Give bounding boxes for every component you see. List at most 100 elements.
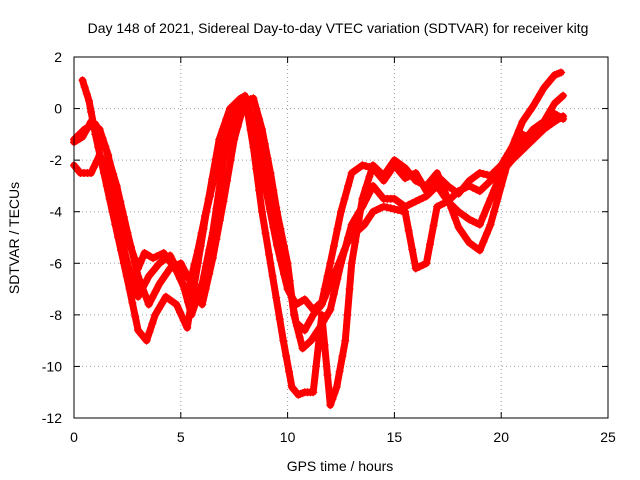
data-point bbox=[99, 169, 108, 178]
data-point bbox=[286, 287, 295, 296]
data-point bbox=[341, 336, 350, 345]
series-line bbox=[79, 76, 567, 409]
data-point bbox=[415, 178, 424, 187]
data-point bbox=[249, 143, 258, 152]
data-point bbox=[422, 259, 431, 268]
data-point bbox=[522, 142, 531, 151]
y-axis-label: SDTVAR / TECUs bbox=[6, 182, 22, 294]
data-point bbox=[80, 125, 89, 134]
data-point bbox=[345, 285, 354, 294]
data-point bbox=[87, 169, 96, 178]
data-point bbox=[536, 128, 545, 137]
data-point bbox=[123, 228, 132, 237]
data-point bbox=[252, 104, 261, 113]
data-point bbox=[303, 321, 312, 330]
data-point bbox=[176, 272, 185, 281]
data-point bbox=[529, 135, 538, 144]
data-point bbox=[78, 76, 87, 85]
data-point bbox=[257, 125, 266, 134]
data-point bbox=[447, 193, 456, 202]
data-point bbox=[497, 166, 506, 175]
data-point bbox=[109, 169, 118, 178]
data-point bbox=[522, 132, 531, 141]
data-point bbox=[363, 216, 372, 225]
data-point bbox=[141, 291, 150, 300]
x-tick-label: 10 bbox=[280, 429, 296, 445]
data-point bbox=[262, 187, 271, 196]
data-point bbox=[525, 138, 534, 147]
data-point bbox=[156, 250, 165, 259]
data-point bbox=[518, 117, 527, 126]
data-point bbox=[199, 224, 208, 233]
data-point bbox=[379, 202, 388, 211]
data-point bbox=[151, 286, 160, 295]
data-point bbox=[246, 126, 255, 135]
data-point bbox=[393, 205, 402, 214]
data-point bbox=[433, 202, 442, 211]
data-point bbox=[151, 263, 160, 272]
data-point bbox=[401, 207, 410, 216]
data-point bbox=[215, 180, 224, 189]
data-point bbox=[343, 310, 352, 319]
data-point bbox=[329, 242, 338, 251]
data-point bbox=[361, 183, 370, 192]
data-point bbox=[158, 298, 167, 307]
data-point bbox=[408, 245, 417, 254]
data-point bbox=[97, 156, 106, 165]
data-point bbox=[166, 251, 175, 260]
data-point bbox=[89, 163, 98, 172]
data-point bbox=[277, 237, 286, 246]
data-point bbox=[465, 181, 474, 190]
data-point bbox=[411, 264, 420, 273]
data-point bbox=[105, 157, 114, 166]
data-point bbox=[454, 187, 463, 196]
data-point bbox=[422, 181, 431, 190]
data-point bbox=[401, 163, 410, 172]
series-day-4 bbox=[70, 94, 568, 335]
data-point bbox=[486, 220, 495, 229]
data-point bbox=[536, 89, 545, 98]
data-point bbox=[418, 261, 427, 270]
data-point bbox=[94, 128, 103, 137]
data-point bbox=[415, 195, 424, 204]
data-point bbox=[233, 122, 242, 131]
data-point bbox=[532, 132, 541, 141]
data-point bbox=[260, 139, 269, 148]
data-point bbox=[230, 135, 239, 144]
data-point bbox=[340, 245, 349, 254]
data-point bbox=[144, 300, 153, 309]
data-point bbox=[433, 169, 442, 178]
data-point bbox=[329, 290, 338, 299]
data-point bbox=[497, 181, 506, 190]
data-point bbox=[326, 401, 335, 410]
data-point bbox=[529, 101, 538, 110]
data-point bbox=[360, 220, 369, 229]
data-point bbox=[162, 269, 171, 278]
data-point bbox=[482, 229, 491, 238]
data-point bbox=[155, 279, 164, 288]
data-point bbox=[404, 226, 413, 235]
data-point bbox=[340, 194, 349, 203]
data-point bbox=[386, 204, 395, 213]
data-point bbox=[397, 206, 406, 215]
data-point bbox=[397, 169, 406, 178]
data-point bbox=[196, 242, 205, 251]
data-point bbox=[216, 147, 225, 156]
data-point bbox=[372, 205, 381, 214]
data-point bbox=[429, 221, 438, 230]
data-point bbox=[465, 215, 474, 224]
data-point bbox=[372, 186, 381, 195]
series-line bbox=[70, 94, 567, 334]
data-point bbox=[314, 336, 323, 345]
data-point bbox=[475, 169, 484, 178]
data-point bbox=[142, 336, 151, 345]
data-point bbox=[386, 161, 395, 170]
data-point bbox=[126, 242, 135, 251]
data-point bbox=[515, 126, 523, 135]
data-point bbox=[202, 207, 211, 216]
data-point bbox=[317, 300, 326, 309]
data-point bbox=[329, 273, 338, 282]
data-point bbox=[119, 212, 128, 221]
data-point bbox=[169, 262, 178, 271]
data-point bbox=[323, 371, 332, 380]
